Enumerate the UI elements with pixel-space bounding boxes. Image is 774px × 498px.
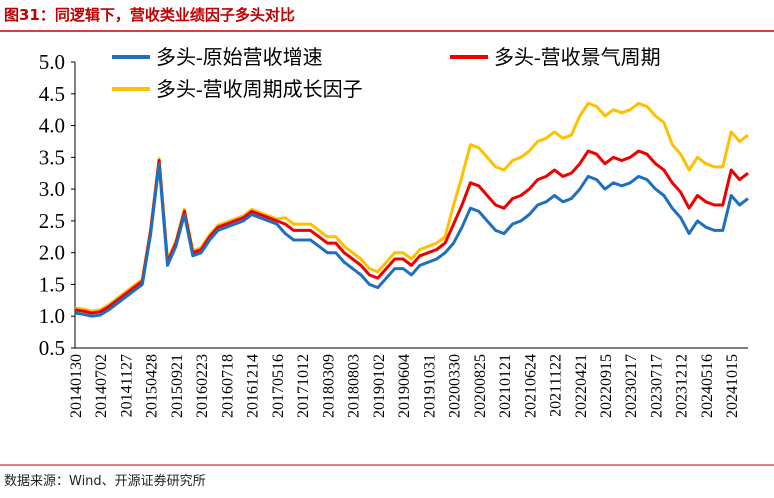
series-line — [74, 149, 749, 315]
series-line — [74, 101, 749, 313]
x-tick-label: 20160718 — [219, 354, 236, 418]
x-tick-label: 20140702 — [93, 354, 110, 418]
x-tick-label: 20150428 — [144, 354, 161, 418]
y-tick-label: 4.0 — [39, 114, 65, 138]
legend-label: 多头-营收景气周期 — [494, 46, 661, 69]
y-tick-label: 3.0 — [39, 177, 65, 201]
x-tick-label: 20140130 — [68, 354, 85, 418]
x-tick-label: 20180309 — [320, 354, 337, 418]
y-tick-label: 4.5 — [39, 82, 65, 106]
x-tick-label: 20160223 — [194, 354, 211, 418]
legend-label: 多头-原始营收增速 — [156, 46, 323, 69]
x-tick-label: 20150921 — [169, 354, 186, 418]
y-tick-label: 0.5 — [39, 336, 65, 360]
x-tick-label: 20180803 — [346, 354, 363, 418]
x-tick-label: 20211122 — [548, 354, 565, 417]
y-tick-label: 2.0 — [39, 241, 65, 265]
y-tick-label: 5.0 — [39, 50, 65, 74]
x-tick-label: 20171012 — [295, 354, 312, 418]
y-tick-label: 1.5 — [39, 272, 65, 296]
chart-title: 图31：同逻辑下，营收类业绩因子多头对比 — [4, 6, 295, 24]
x-tick-label: 20230217 — [623, 354, 640, 418]
series-line — [74, 162, 749, 318]
y-tick-label: 2.5 — [39, 209, 65, 233]
x-tick-label: 20230717 — [648, 354, 665, 418]
x-tick-label: 20220915 — [598, 354, 615, 418]
x-tick-label: 20161214 — [245, 354, 262, 418]
x-tick-label: 20190604 — [396, 354, 413, 418]
x-tick-label: 20200825 — [472, 354, 489, 418]
y-tick-label: 3.5 — [39, 145, 65, 169]
x-tick-label: 20141127 — [118, 354, 135, 417]
source: 数据来源：Wind、开源证券研究所 — [4, 473, 206, 489]
x-tick-label: 20210121 — [497, 354, 514, 418]
x-tick-label: 20241015 — [724, 354, 741, 418]
x-tick-label: 20231212 — [674, 354, 691, 418]
x-tick-label: 20170516 — [270, 354, 287, 418]
x-tick-label: 20190102 — [371, 354, 388, 418]
legend-label: 多头-营收周期成长因子 — [156, 78, 363, 101]
x-tick-label: 20200330 — [447, 354, 464, 418]
x-tick-label: 20220421 — [573, 354, 590, 418]
x-tick-label: 20191031 — [421, 354, 438, 418]
y-tick-label: 1.0 — [39, 304, 65, 328]
x-tick-label: 20240516 — [699, 354, 716, 418]
x-tick-label: 20210624 — [522, 354, 539, 418]
